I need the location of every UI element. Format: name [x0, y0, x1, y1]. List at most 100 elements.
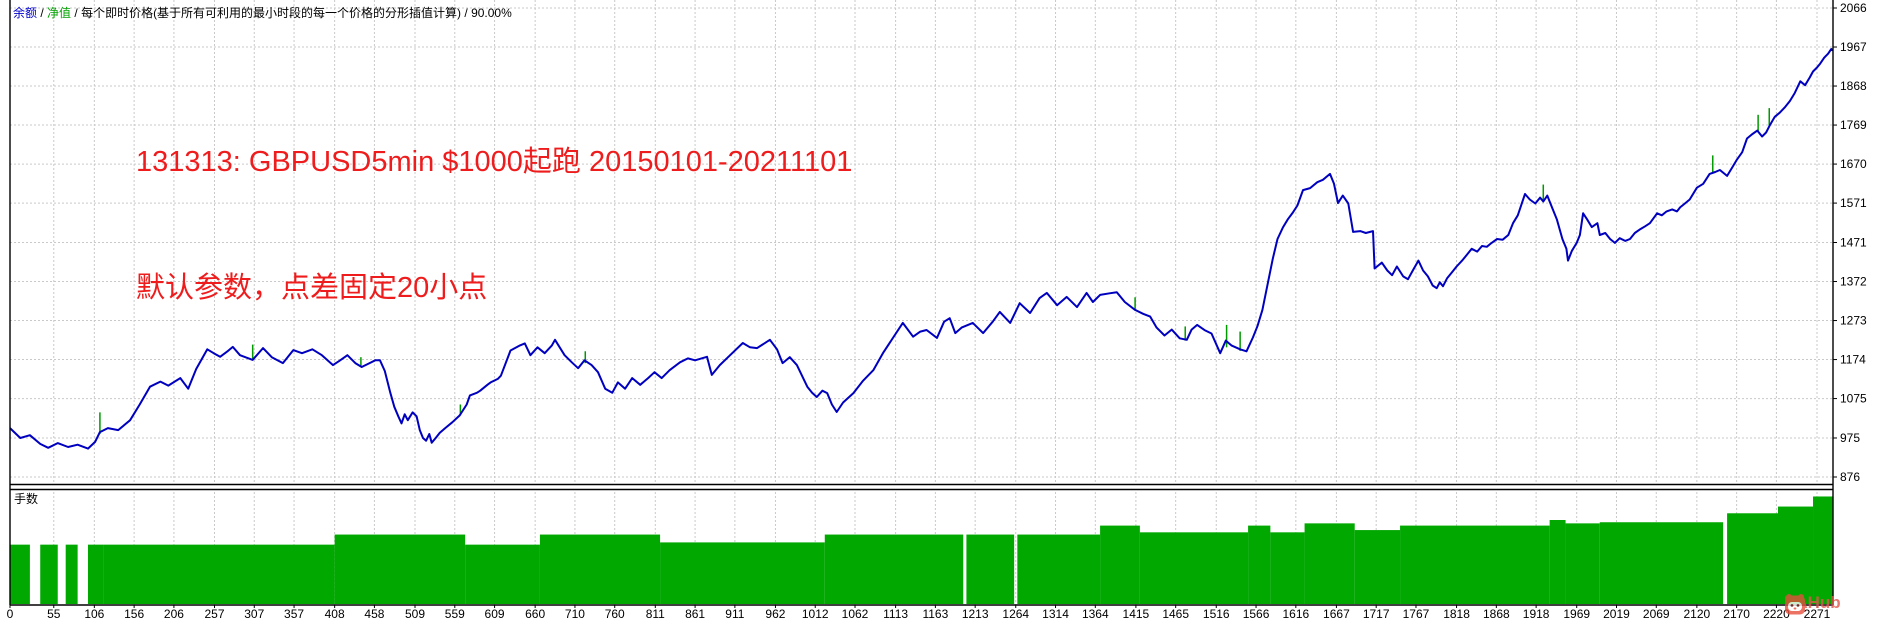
- balance-line: [9, 48, 1834, 450]
- lots-bar: [539, 534, 661, 604]
- x-tick-label: 2220: [1763, 607, 1790, 621]
- y-tick-label: 1769: [1840, 118, 1867, 132]
- x-tick-label: 2019: [1603, 607, 1630, 621]
- lots-bar: [1354, 530, 1401, 604]
- lots-bar: [1270, 532, 1305, 604]
- lots-bar: [966, 534, 1015, 604]
- modeling-description: 每个即时价格(基于所有可利用的最小时段的每一个价格的分形插值计算): [81, 6, 462, 20]
- lots-panel-label: 手数: [14, 492, 39, 506]
- x-tick-label: 760: [605, 607, 625, 621]
- x-tick-label: 2069: [1643, 607, 1670, 621]
- panel-splitter[interactable]: [10, 484, 1833, 490]
- eahub-logo-icon: [1785, 594, 1805, 615]
- x-tick-label: 1213: [962, 607, 989, 621]
- lots-bar: [1017, 534, 1101, 604]
- y-tick-label: 975: [1840, 431, 1860, 445]
- lots-bar: [10, 544, 30, 604]
- lots-bar: [465, 544, 540, 604]
- lots-bar: [103, 544, 335, 604]
- x-tick-label: 811: [646, 607, 665, 621]
- x-tick-label: 2170: [1723, 607, 1750, 621]
- y-tick-label: 1471: [1840, 236, 1867, 250]
- x-tick-label: 1616: [1282, 607, 1309, 621]
- lots-bar: [1400, 525, 1550, 604]
- y-tick-label: 1967: [1840, 40, 1867, 54]
- x-tick-label: 1516: [1203, 607, 1230, 621]
- x-tick-label: 257: [204, 607, 224, 621]
- x-tick-label: 1717: [1363, 607, 1390, 621]
- x-tick-label: 408: [325, 607, 345, 621]
- y-tick-label: 1670: [1840, 157, 1867, 171]
- lots-bar: [1599, 522, 1724, 604]
- x-tick-label: 1918: [1523, 607, 1550, 621]
- lots-bar: [1813, 496, 1833, 604]
- y-tick-label: 1868: [1840, 79, 1867, 93]
- x-tick-label: 861: [685, 607, 705, 621]
- y-tick-label: 1372: [1840, 275, 1867, 289]
- x-tick-label: 559: [445, 607, 465, 621]
- x-tick-label: 1062: [842, 607, 869, 621]
- balance-legend-label: 余额: [13, 6, 38, 20]
- x-tick-label: 1868: [1483, 607, 1510, 621]
- x-tick-label: 1264: [1002, 607, 1029, 621]
- x-tick-label: 307: [244, 607, 264, 621]
- x-tick-label: 1113: [883, 607, 908, 621]
- x-tick-label: 156: [124, 607, 144, 621]
- graph-caption: 余额 / 净值 / 每个即时价格(基于所有可利用的最小时段的每一个价格的分形插值…: [13, 4, 512, 21]
- lots-bar: [334, 534, 466, 604]
- y-tick-label: 1075: [1840, 392, 1867, 406]
- lots-bar: [1304, 523, 1355, 604]
- lots-bar: [1248, 525, 1271, 604]
- x-tick-label: 1767: [1403, 607, 1430, 621]
- lots-bar: [1139, 532, 1249, 604]
- lots-bar: [40, 544, 58, 604]
- y-tick-label: 1273: [1840, 314, 1867, 328]
- x-tick-label: 1012: [802, 607, 829, 621]
- lots-bar: [1727, 513, 1779, 604]
- lots-bar: [1549, 520, 1566, 604]
- annotation-line-1: 131313: GBPUSD5min $1000起跑 20150101-2021…: [136, 146, 853, 178]
- x-tick-label: 0: [7, 607, 14, 621]
- caption-separator: /: [37, 6, 48, 20]
- x-tick-label: 1314: [1042, 607, 1069, 621]
- modeling-quality-value: 90.00%: [471, 6, 512, 20]
- x-tick-label: 206: [164, 607, 184, 621]
- x-tick-label: 458: [364, 607, 384, 621]
- lots-bar: [1778, 506, 1814, 604]
- annotation: 131313: GBPUSD5min $1000起跑 20150101-2021…: [136, 57, 852, 393]
- x-tick-label: 1465: [1162, 607, 1189, 621]
- x-tick-label: 2120: [1684, 607, 1711, 621]
- caption-separator: /: [71, 6, 82, 20]
- x-tick-label: 710: [565, 607, 585, 621]
- x-tick-label: 2271: [1804, 607, 1831, 621]
- x-tick-label: 106: [84, 607, 104, 621]
- x-tick-label: 962: [765, 607, 785, 621]
- y-tick-label: 876: [1840, 470, 1860, 484]
- lots-bar: [824, 534, 964, 604]
- y-tick-label: 2066: [1840, 1, 1867, 15]
- x-tick-label: 1667: [1323, 607, 1350, 621]
- x-tick-label: 1415: [1123, 607, 1150, 621]
- x-tick-label: 55: [47, 607, 61, 621]
- y-tick-label: 1174: [1840, 353, 1866, 367]
- caption-separator: /: [461, 6, 472, 20]
- x-tick-label: 1818: [1443, 607, 1470, 621]
- x-tick-label: 609: [485, 607, 505, 621]
- lots-bar: [1100, 525, 1140, 604]
- watermark: EAHub: [1784, 593, 1841, 615]
- y-tick-label: 1571: [1840, 196, 1867, 210]
- x-tick-label: 1163: [922, 607, 948, 621]
- x-tick-label: 1566: [1243, 607, 1270, 621]
- x-tick-label: 509: [405, 607, 425, 621]
- x-tick-label: 1364: [1082, 607, 1109, 621]
- lots-bar: [660, 542, 825, 604]
- x-tick-label: 357: [284, 607, 304, 621]
- x-tick-label: 911: [725, 607, 744, 621]
- lots-bar: [87, 544, 104, 604]
- annotation-line-2: 默认参数，点差固定20小点: [136, 272, 488, 304]
- x-tick-label: 1969: [1563, 607, 1590, 621]
- equity-legend-label: 净值: [47, 6, 72, 20]
- lots-bar: [65, 544, 78, 604]
